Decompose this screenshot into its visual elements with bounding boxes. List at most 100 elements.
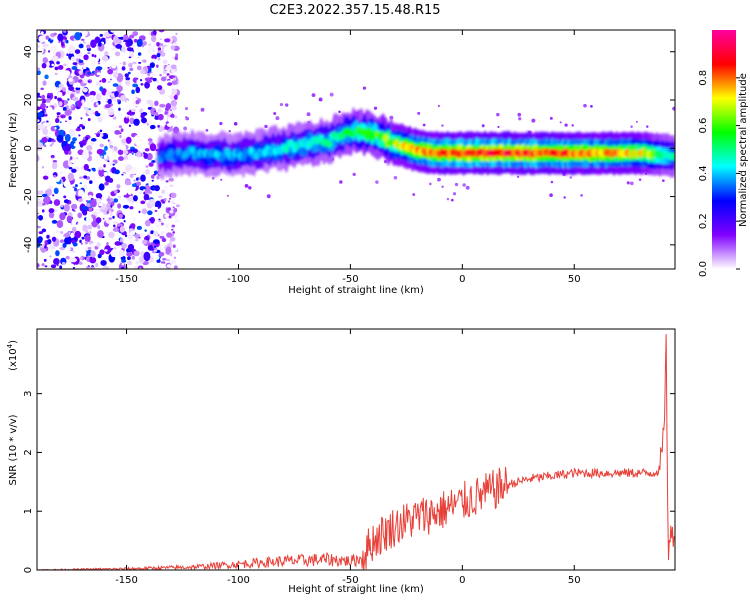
spectrogram-cell	[132, 148, 138, 154]
spectrogram-cell	[164, 214, 171, 218]
spectrogram-cell	[50, 109, 54, 115]
spectrogram-cell	[81, 236, 85, 240]
spectrogram-cell	[248, 186, 252, 190]
spectrogram-cell	[42, 175, 49, 180]
spectrogram-cell	[37, 185, 43, 191]
spectrogram-cell	[132, 195, 138, 202]
spectrogram-cell	[46, 95, 51, 99]
spectrogram-cell	[68, 75, 73, 78]
spectrogram-cell	[158, 65, 164, 71]
spectrogram-cell	[550, 180, 554, 184]
x-tick-label: 50	[568, 575, 581, 586]
y-tick-label: 1	[23, 508, 34, 514]
spectrogram-cell	[630, 125, 633, 128]
spectrogram-cell	[45, 35, 50, 40]
spectrogram-cell	[121, 138, 128, 144]
spectrogram-cell	[135, 105, 138, 108]
spectrogram-cell	[79, 246, 86, 255]
spectrogram-cell	[68, 166, 73, 170]
spectrogram-cell	[121, 174, 124, 176]
spectrogram-cell	[128, 62, 133, 68]
spectrogram-cell	[53, 199, 61, 207]
spectrogram-cell	[152, 30, 157, 35]
spectrogram-cell	[67, 98, 70, 101]
spectrogram-cell	[165, 103, 172, 110]
spectrogram-cell	[53, 187, 59, 195]
spectrogram-cell	[140, 232, 144, 237]
spectrogram-cell	[635, 120, 638, 123]
spectrogram-cell	[37, 106, 41, 111]
spectrogram-cell	[42, 202, 46, 206]
spectrogram-cell	[51, 139, 56, 143]
spectrogram-cell	[517, 112, 522, 117]
svg-text:(x104): (x104)	[6, 340, 19, 371]
spectrogram-cell	[125, 79, 131, 86]
spectrogram-cell	[37, 44, 41, 48]
spectrogram-cell	[156, 52, 161, 58]
spectrogram-cell	[84, 38, 91, 44]
spectrogram-cell	[165, 75, 168, 78]
spectrogram-cell	[47, 88, 53, 94]
spectrogram-cell	[147, 244, 154, 251]
spectrogram-cell	[96, 148, 104, 155]
spectrogram-cell	[54, 176, 61, 183]
spectrogram-cell	[114, 169, 120, 175]
y-tick-label: -20	[23, 188, 34, 204]
spectrogram-cell	[75, 58, 79, 63]
spectrogram-cell	[454, 182, 459, 187]
spectrogram-cell	[140, 174, 146, 182]
spectrogram-cell	[45, 210, 49, 214]
spectrogram-cell	[173, 256, 177, 259]
spectrogram-cell	[161, 52, 166, 57]
spectrogram-frame	[36, 29, 676, 270]
spectrogram-cell	[60, 204, 64, 208]
spectrogram-cell	[71, 226, 77, 233]
spectrogram-cell	[109, 78, 113, 81]
spectrogram-cell	[69, 257, 77, 263]
spectrogram-cell	[63, 195, 67, 199]
spectrogram-cell	[101, 96, 105, 100]
spectrogram-cell	[129, 67, 134, 72]
spectrogram-cell	[160, 99, 165, 102]
spectrogram-cell	[95, 262, 99, 267]
spectrogram-cell	[106, 241, 109, 246]
spectrogram-cell	[128, 153, 133, 158]
spectrogram-cell	[53, 32, 57, 36]
spectrogram-cell	[166, 264, 172, 268]
spectrogram-cell	[126, 47, 134, 52]
spectrogram-cell	[40, 98, 47, 104]
spectrogram-cell	[106, 202, 111, 210]
spectrogram-cell	[37, 112, 44, 118]
spectrogram-cell	[169, 133, 172, 137]
spectrogram-cell	[646, 125, 649, 128]
spectrogram-cell	[79, 182, 83, 185]
spectrogram-cell	[67, 78, 74, 82]
spectrogram-cell	[133, 179, 136, 182]
spectrogram-cell	[77, 222, 80, 225]
spectrogram-cell	[99, 33, 103, 37]
spectrogram-cell	[80, 87, 83, 90]
spectrogram-cell	[84, 241, 89, 245]
spectrogram-cell	[52, 159, 58, 163]
spectrogram-cell	[72, 245, 76, 249]
spectrogram-cell	[37, 213, 40, 216]
x-tick-label: -50	[342, 575, 358, 586]
spectrogram-cell	[46, 105, 49, 109]
spectrogram-cell	[37, 140, 41, 148]
spectrogram-cell	[38, 231, 44, 235]
spectrogram-cell	[118, 107, 121, 111]
spectrogram-cell	[580, 194, 583, 197]
spectrogram-cell	[159, 38, 162, 41]
spectrogram-cell	[113, 198, 119, 203]
spectrogram-cell	[161, 204, 166, 209]
spectrogram-cell	[103, 68, 107, 71]
spectrogram-cell	[157, 108, 162, 113]
x-tick-label: -150	[115, 274, 138, 285]
spectrogram-cell	[89, 141, 94, 145]
spectrogram-cell	[54, 66, 59, 71]
spectrogram-cell	[146, 79, 153, 83]
spectrogram-cell	[92, 112, 96, 114]
spectrogram-cell	[150, 35, 157, 43]
spectrogram-cell	[126, 38, 133, 47]
